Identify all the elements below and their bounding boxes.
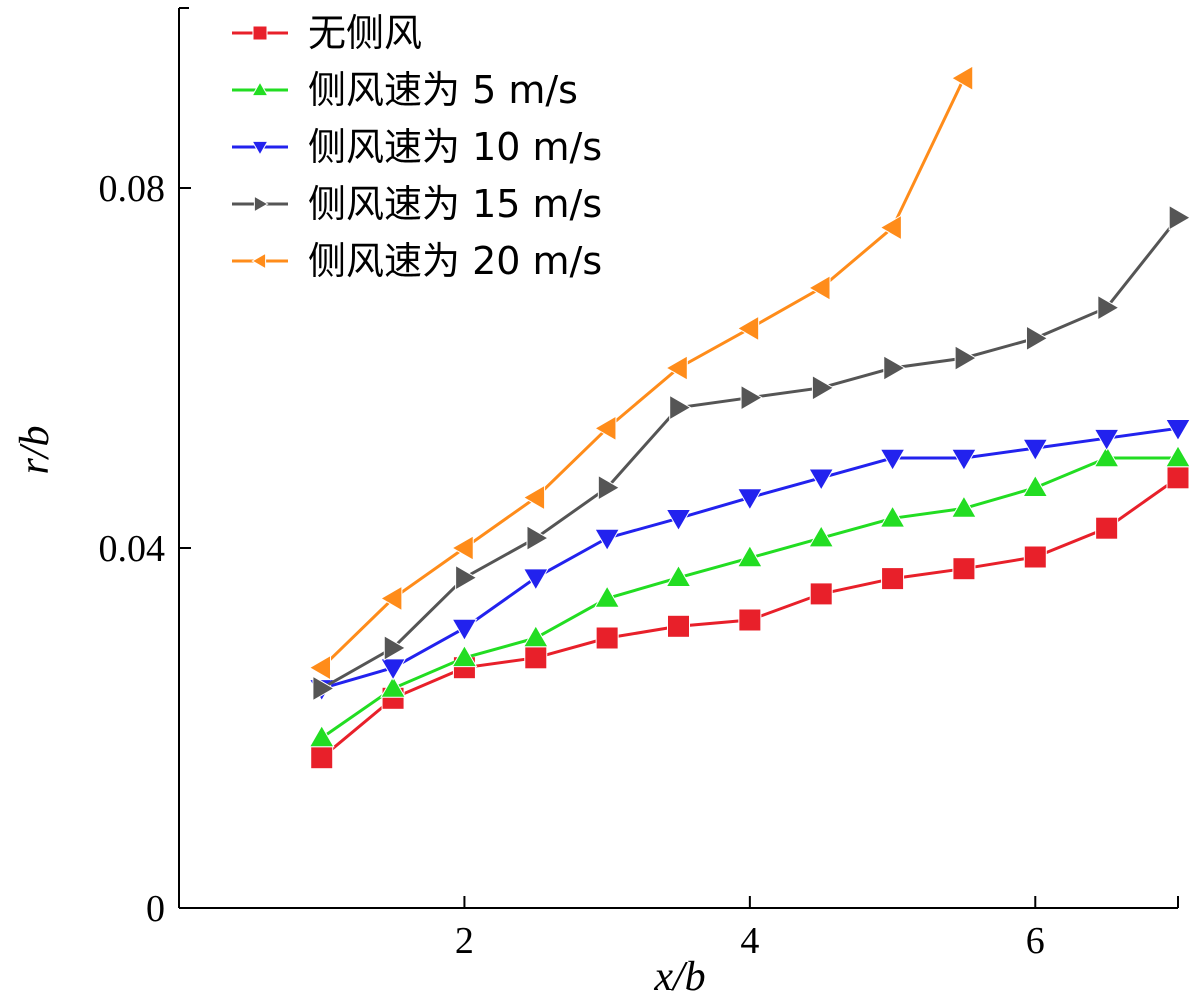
- series-4-point: [665, 355, 688, 381]
- series-4-point: [522, 484, 546, 511]
- series-4-point: [879, 214, 902, 241]
- series-4-point: [308, 654, 332, 681]
- series-3-point: [811, 374, 835, 401]
- series-2-point: [522, 568, 549, 591]
- series-2-point: [665, 509, 692, 532]
- series-4: [308, 65, 974, 681]
- x-axis-label: x/b: [653, 954, 705, 1000]
- series-0-point: [1095, 516, 1119, 540]
- x-tick-label: 6: [1026, 920, 1045, 962]
- legend-item-4: 侧风速为 20 m/s: [232, 239, 602, 283]
- series-0-point: [1166, 466, 1190, 490]
- series-0-point: [1023, 545, 1047, 569]
- legend-item-2: 侧风速为 10 m/s: [232, 125, 602, 169]
- legend-swatch-marker: [253, 195, 269, 213]
- series-1-point: [522, 624, 549, 648]
- series-1-point: [1093, 444, 1120, 468]
- series-4-point: [451, 535, 474, 561]
- series-3-point: [312, 675, 335, 702]
- series-4-line: [320, 77, 966, 669]
- series-4-point: [379, 585, 403, 612]
- series-0-point: [881, 567, 905, 591]
- series-1-point: [1022, 474, 1049, 497]
- series-2: [308, 419, 1191, 702]
- series-0-point: [667, 614, 690, 638]
- series-1-point: [1165, 444, 1191, 468]
- series-3-point: [954, 345, 978, 372]
- series-0-point: [310, 746, 334, 770]
- series-2-point: [736, 488, 763, 511]
- legend-swatch-marker: [252, 25, 268, 41]
- legend-item-3: 侧风速为 15 m/s: [232, 182, 602, 226]
- series-2-point: [879, 448, 906, 472]
- series-3-point: [1097, 294, 1120, 321]
- series-1: [308, 444, 1191, 748]
- series-1-point: [451, 644, 478, 668]
- legend-label: 侧风速为 20 m/s: [308, 239, 602, 283]
- series-0-point: [524, 646, 548, 670]
- legend-item-0: 无侧风: [232, 11, 422, 55]
- series-0-point: [738, 608, 762, 632]
- series-2-point: [380, 658, 407, 681]
- legend-label: 无侧风: [308, 11, 422, 55]
- series-4-point: [736, 315, 760, 342]
- x-tick-label: 2: [455, 920, 474, 962]
- series-1-point: [380, 675, 407, 698]
- series-4-point: [594, 415, 617, 442]
- series-2-point: [451, 618, 478, 642]
- series-2-point: [808, 468, 835, 491]
- legend-swatch-marker: [251, 81, 269, 97]
- legend-swatch-marker: [251, 252, 267, 270]
- y-axis-label: r/b: [12, 425, 58, 474]
- series-3-point: [383, 634, 407, 661]
- y-tick-label: 0.04: [99, 528, 166, 570]
- series-3-point: [455, 564, 478, 591]
- series-3: [312, 204, 1192, 702]
- series-1-point: [879, 505, 906, 528]
- series-3-point: [740, 384, 763, 411]
- series-4-point: [950, 65, 974, 92]
- series-3-point: [1025, 325, 1049, 352]
- series-2-point: [594, 528, 621, 552]
- legend-label: 侧风速为 5 m/s: [308, 68, 578, 112]
- legend-item-1: 侧风速为 5 m/s: [232, 68, 578, 112]
- legend-label: 侧风速为 15 m/s: [308, 182, 602, 226]
- series-2-point: [950, 448, 977, 472]
- series-4-point: [808, 274, 831, 301]
- series-1-point: [594, 585, 621, 608]
- series-0-point: [595, 626, 619, 650]
- series-3-point: [1168, 204, 1192, 231]
- series-2-point: [1093, 428, 1120, 452]
- series-3-point: [526, 525, 549, 552]
- axes: 2 4 6 0 0.04 0.08: [99, 7, 1179, 962]
- series-2-point: [1022, 438, 1049, 462]
- x-tick-label: 4: [740, 920, 759, 962]
- series-1-point: [736, 544, 763, 568]
- series-0: [310, 466, 1190, 770]
- series-3-point: [883, 355, 906, 381]
- series-0-point: [952, 557, 976, 581]
- series-0-point: [809, 582, 833, 606]
- series-2-point: [1165, 419, 1191, 442]
- series-layer: [308, 65, 1192, 770]
- series-3-point: [597, 474, 621, 501]
- series-1-point: [308, 724, 335, 748]
- y-tick-label: 0: [146, 888, 165, 930]
- legend-swatch-marker: [251, 140, 269, 156]
- series-1-point: [808, 525, 835, 548]
- series-1-point: [950, 495, 977, 518]
- legend-label: 侧风速为 10 m/s: [308, 125, 602, 169]
- y-tick-label: 0.08: [99, 168, 166, 210]
- series-1-point: [665, 564, 692, 587]
- series-3-point: [669, 394, 692, 421]
